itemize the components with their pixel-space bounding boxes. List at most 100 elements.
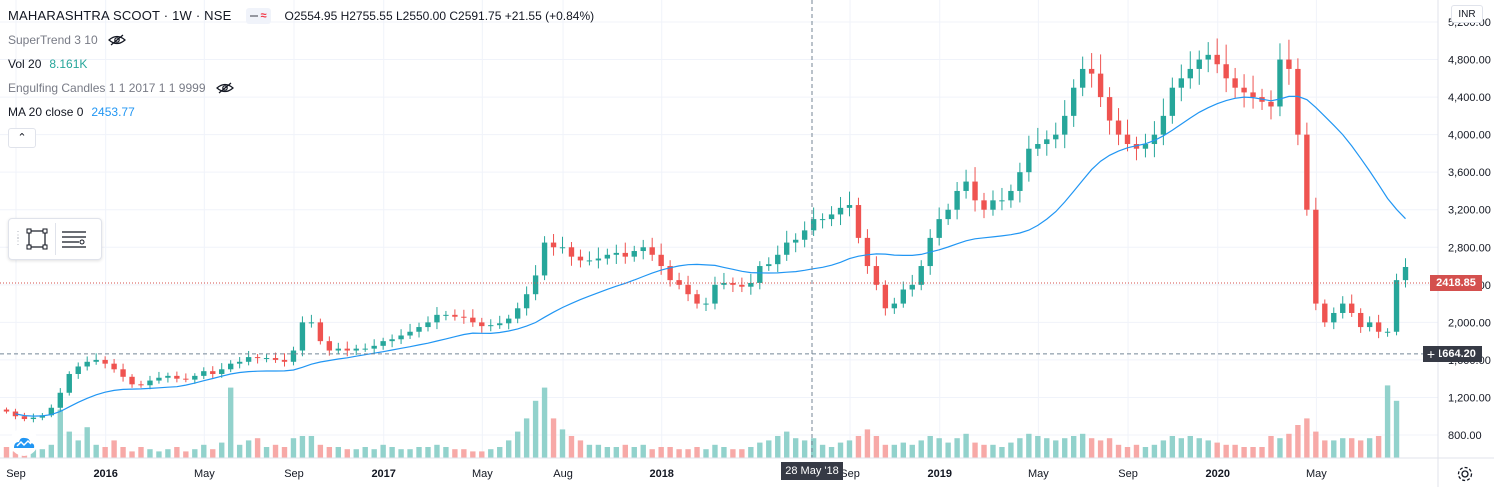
gear-icon[interactable] <box>1456 465 1474 483</box>
candle-body <box>882 284 889 309</box>
candle-body <box>514 308 521 319</box>
y-tick-label: 2,000.00 <box>1448 317 1491 329</box>
candle-body <box>165 375 171 378</box>
candle-body <box>12 411 19 417</box>
candle-body <box>192 375 198 380</box>
indicator-ma[interactable]: MA 20 close 0 2453.77 <box>8 100 594 124</box>
candle-body <box>703 303 709 305</box>
volume-bar <box>75 440 81 458</box>
eye-hidden-icon[interactable] <box>215 82 234 94</box>
volume-bar <box>290 438 297 458</box>
volume-bar <box>326 447 333 458</box>
volume-bar <box>703 449 709 458</box>
volume-bar <box>972 442 978 458</box>
x-tick-label: 2016 <box>93 468 117 480</box>
candle-body <box>1079 68 1086 88</box>
candle-body <box>613 252 620 255</box>
volume-bar <box>1322 440 1328 458</box>
currency-label[interactable]: INR <box>1451 5 1483 23</box>
volume-bar <box>129 451 135 458</box>
volume-bar <box>622 444 628 458</box>
volume-bar <box>407 449 413 458</box>
volume-bar <box>201 444 207 458</box>
volume-bar <box>66 431 72 458</box>
symbol-row: MAHARASHTRA SCOOT · 1W · NSE ≈ O2554.95 … <box>8 4 594 28</box>
indicator-label: MA 20 close 0 <box>8 105 84 119</box>
tradingview-logo[interactable] <box>10 428 38 456</box>
candle-body <box>75 366 81 374</box>
candle-body <box>219 369 225 374</box>
volume-bar <box>891 444 898 458</box>
candle-body <box>326 341 333 351</box>
volume-bar <box>425 447 431 458</box>
candle-body <box>183 378 189 380</box>
candle-body <box>245 357 252 362</box>
candle-body <box>1071 87 1077 116</box>
candle-body <box>272 358 279 360</box>
volume-bar <box>245 440 252 458</box>
candle-body <box>685 284 691 295</box>
candle-body <box>443 314 449 316</box>
price-axis[interactable]: 800.001,200.001,600.002,000.002,400.002,… <box>1448 17 1491 442</box>
volume-bar <box>461 449 467 458</box>
volume-bar <box>236 444 243 458</box>
candle-body <box>873 266 880 285</box>
candle-body <box>523 294 530 309</box>
candle-body <box>102 359 108 364</box>
rectangle-tool-button[interactable] <box>19 221 55 257</box>
collapse-legend-button[interactable]: ⌃ <box>8 128 36 148</box>
ohlc-values: O2554.95 H2755.55 L2550.00 C2591.75 +21.… <box>284 9 595 23</box>
candle-body <box>344 348 350 351</box>
add-alert-button[interactable]: + <box>1423 346 1439 362</box>
candle-body <box>434 314 440 323</box>
candle-body <box>954 190 960 210</box>
x-tick-label: May <box>194 468 215 480</box>
volume-bar <box>613 447 620 458</box>
drag-handle-icon[interactable]: ⋮ ⋮ <box>13 230 23 247</box>
candle-body <box>550 242 557 248</box>
volume-bar <box>254 438 261 458</box>
volume-bar <box>335 447 341 458</box>
volume-bar <box>945 442 951 458</box>
eye-hidden-icon[interactable] <box>107 34 126 46</box>
indicator-supertrend[interactable]: SuperTrend 3 10 <box>8 28 594 52</box>
candle-body <box>837 207 844 215</box>
indicator-label: Engulfing Candles 1 1 2017 1 1 9999 <box>8 81 206 95</box>
candle-body <box>748 282 754 287</box>
volume-bar <box>183 451 189 458</box>
indicator-volume[interactable]: Vol 20 8.161K <box>8 52 594 76</box>
candle-body <box>819 219 826 221</box>
volume-bar <box>631 447 637 458</box>
volume-bar <box>1115 444 1122 458</box>
candle-body <box>1026 148 1032 173</box>
volume-bar <box>272 444 279 458</box>
candle-body <box>1268 101 1274 107</box>
volume-bar <box>1151 444 1158 458</box>
candle-body <box>1053 134 1059 140</box>
indicator-engulfing[interactable]: Engulfing Candles 1 1 2017 1 1 9999 <box>8 76 594 100</box>
volume-bar <box>434 444 440 458</box>
candle-body <box>353 348 359 351</box>
volume-bar <box>210 449 216 458</box>
volume-bar <box>1142 447 1149 458</box>
candle-body <box>1331 312 1337 323</box>
candle-body <box>416 327 422 332</box>
x-tick-label: 2018 <box>649 468 673 480</box>
volume-bar <box>1133 444 1140 458</box>
x-tick-label: May <box>1028 468 1049 480</box>
candle-body <box>891 303 898 309</box>
volume-bar <box>568 436 575 458</box>
settings-lines-button[interactable] <box>56 221 92 257</box>
candle-body <box>1008 190 1014 201</box>
candle-body <box>1349 303 1355 313</box>
candle-body <box>497 323 503 326</box>
volume-bar <box>1097 440 1104 458</box>
volume-bar <box>353 449 359 458</box>
symbol-title[interactable]: MAHARASHTRA SCOOT · 1W · NSE <box>8 8 232 23</box>
candle-body <box>1115 120 1122 135</box>
drawing-toolbar[interactable]: ⋮ ⋮ <box>8 218 102 260</box>
time-axis[interactable]: Sep 2016 May Sep 2017 May Aug 2018 Sep 2019 May Sep… <box>6 468 1327 480</box>
volume-bar <box>667 447 673 458</box>
y-tick-label: 3,200.00 <box>1448 205 1491 217</box>
compare-badge[interactable]: ≈ <box>245 8 271 24</box>
